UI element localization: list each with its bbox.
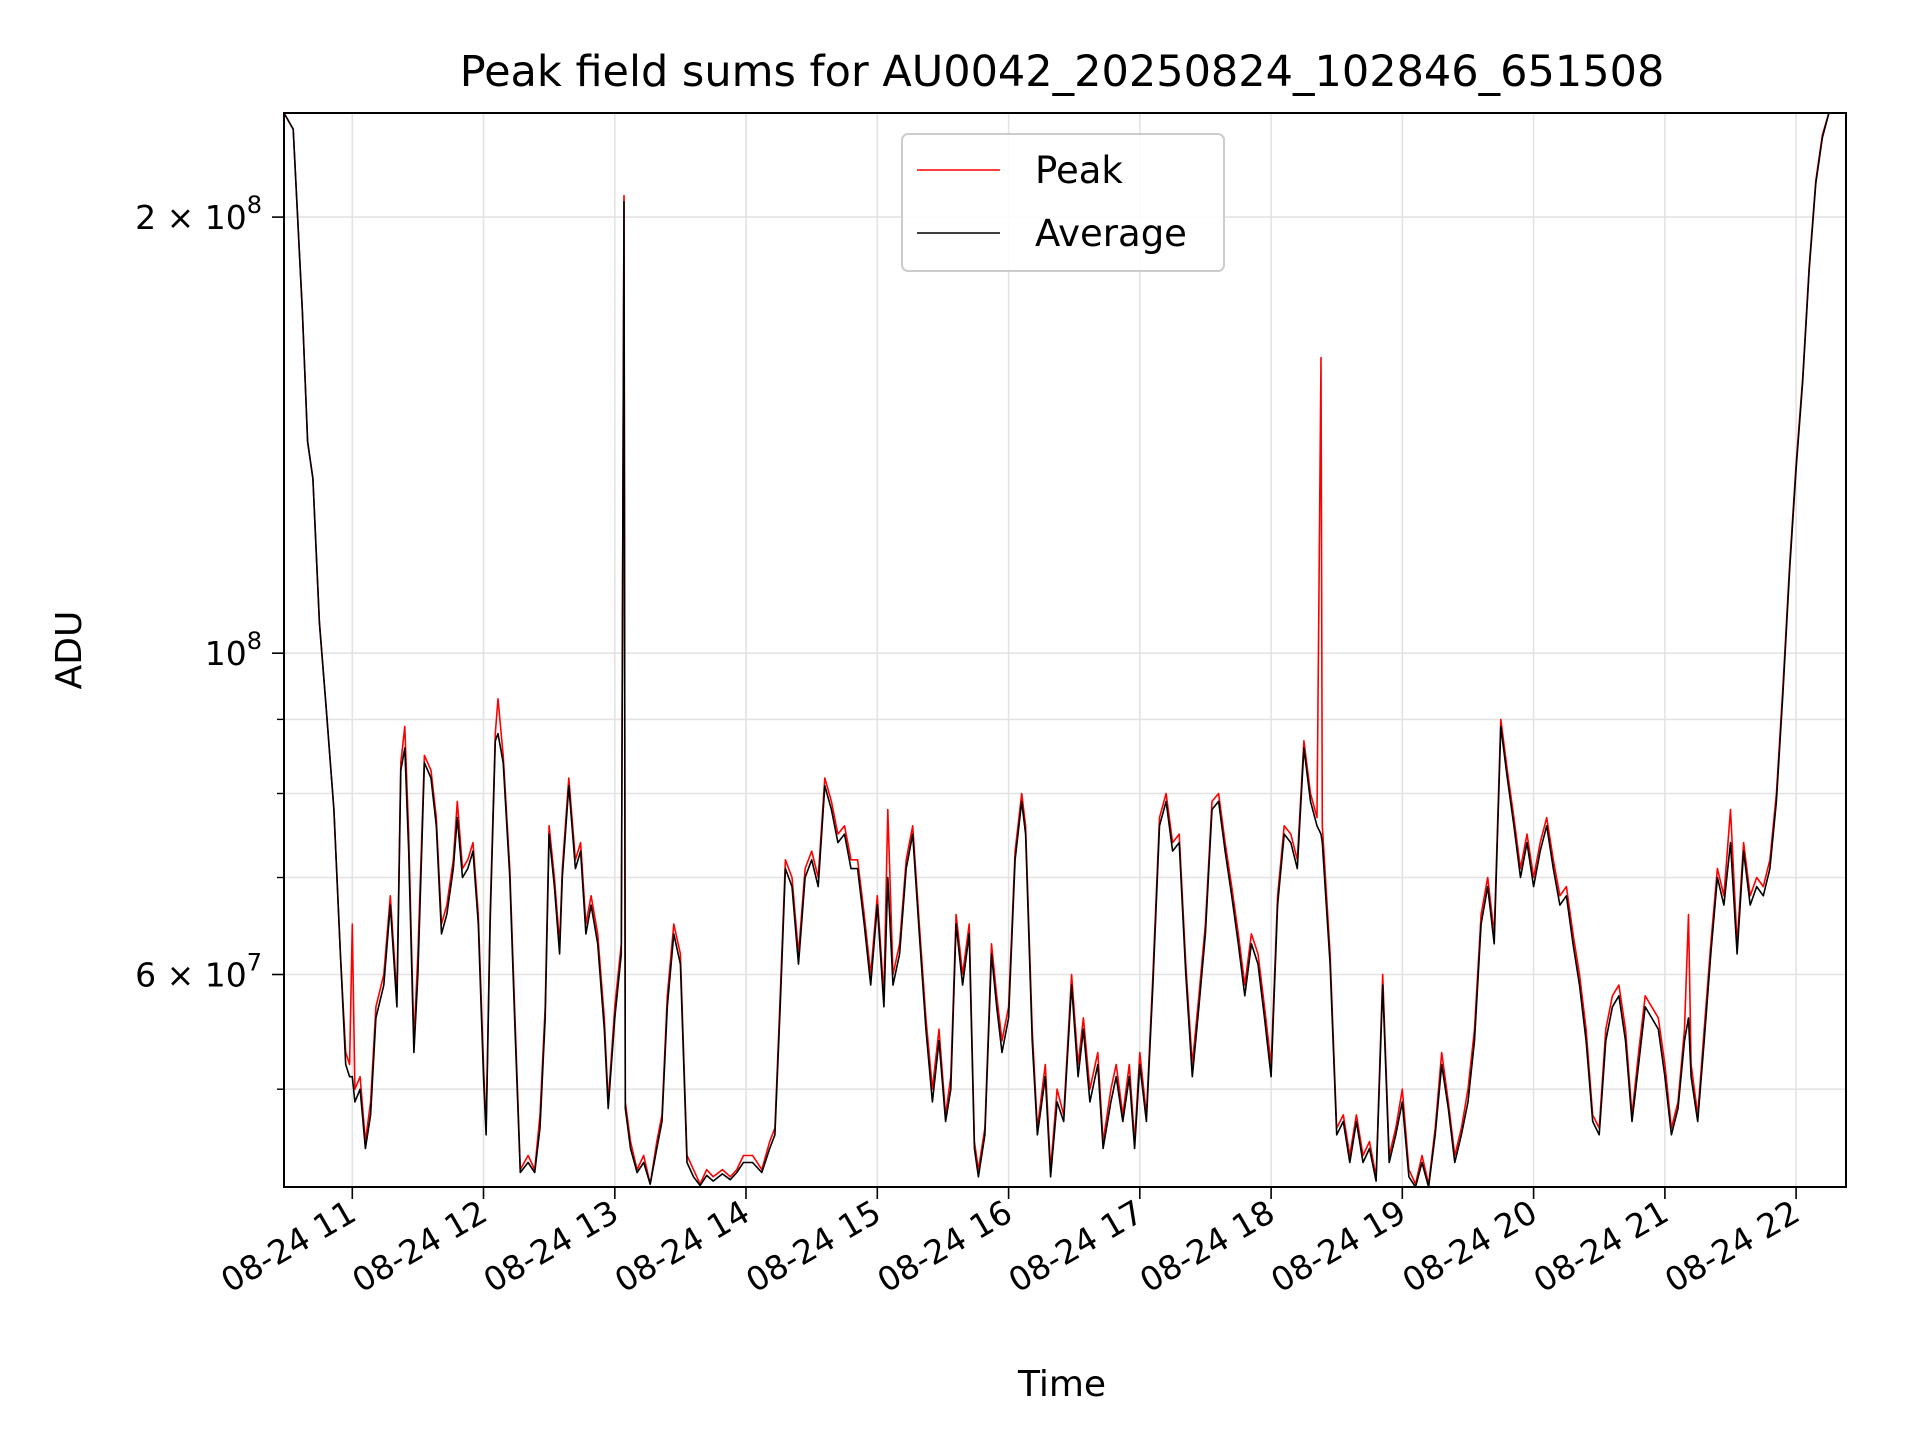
y-axis-label: ADU (49, 611, 90, 690)
chart-title: Peak field sums for AU0042_20250824_1028… (460, 47, 1665, 97)
y-tick-label: 6 × 107 (135, 949, 262, 995)
legend-label-peak: Peak (1035, 149, 1123, 192)
y-tick-label: 2 × 108 (135, 191, 262, 237)
legend-label-average: Average (1035, 212, 1187, 255)
y-tick-label: 108 (205, 627, 262, 673)
plot-area (284, 113, 1830, 1187)
legend: Peak Average (901, 133, 1225, 272)
legend-box (901, 133, 1225, 272)
plot-frame (283, 112, 1847, 1188)
x-axis-label: Time (1017, 1364, 1106, 1405)
grid (284, 113, 1846, 1187)
y-axis: 6 × 107 108 2 × 108 (135, 191, 284, 1090)
series-line-average (284, 113, 1830, 1187)
